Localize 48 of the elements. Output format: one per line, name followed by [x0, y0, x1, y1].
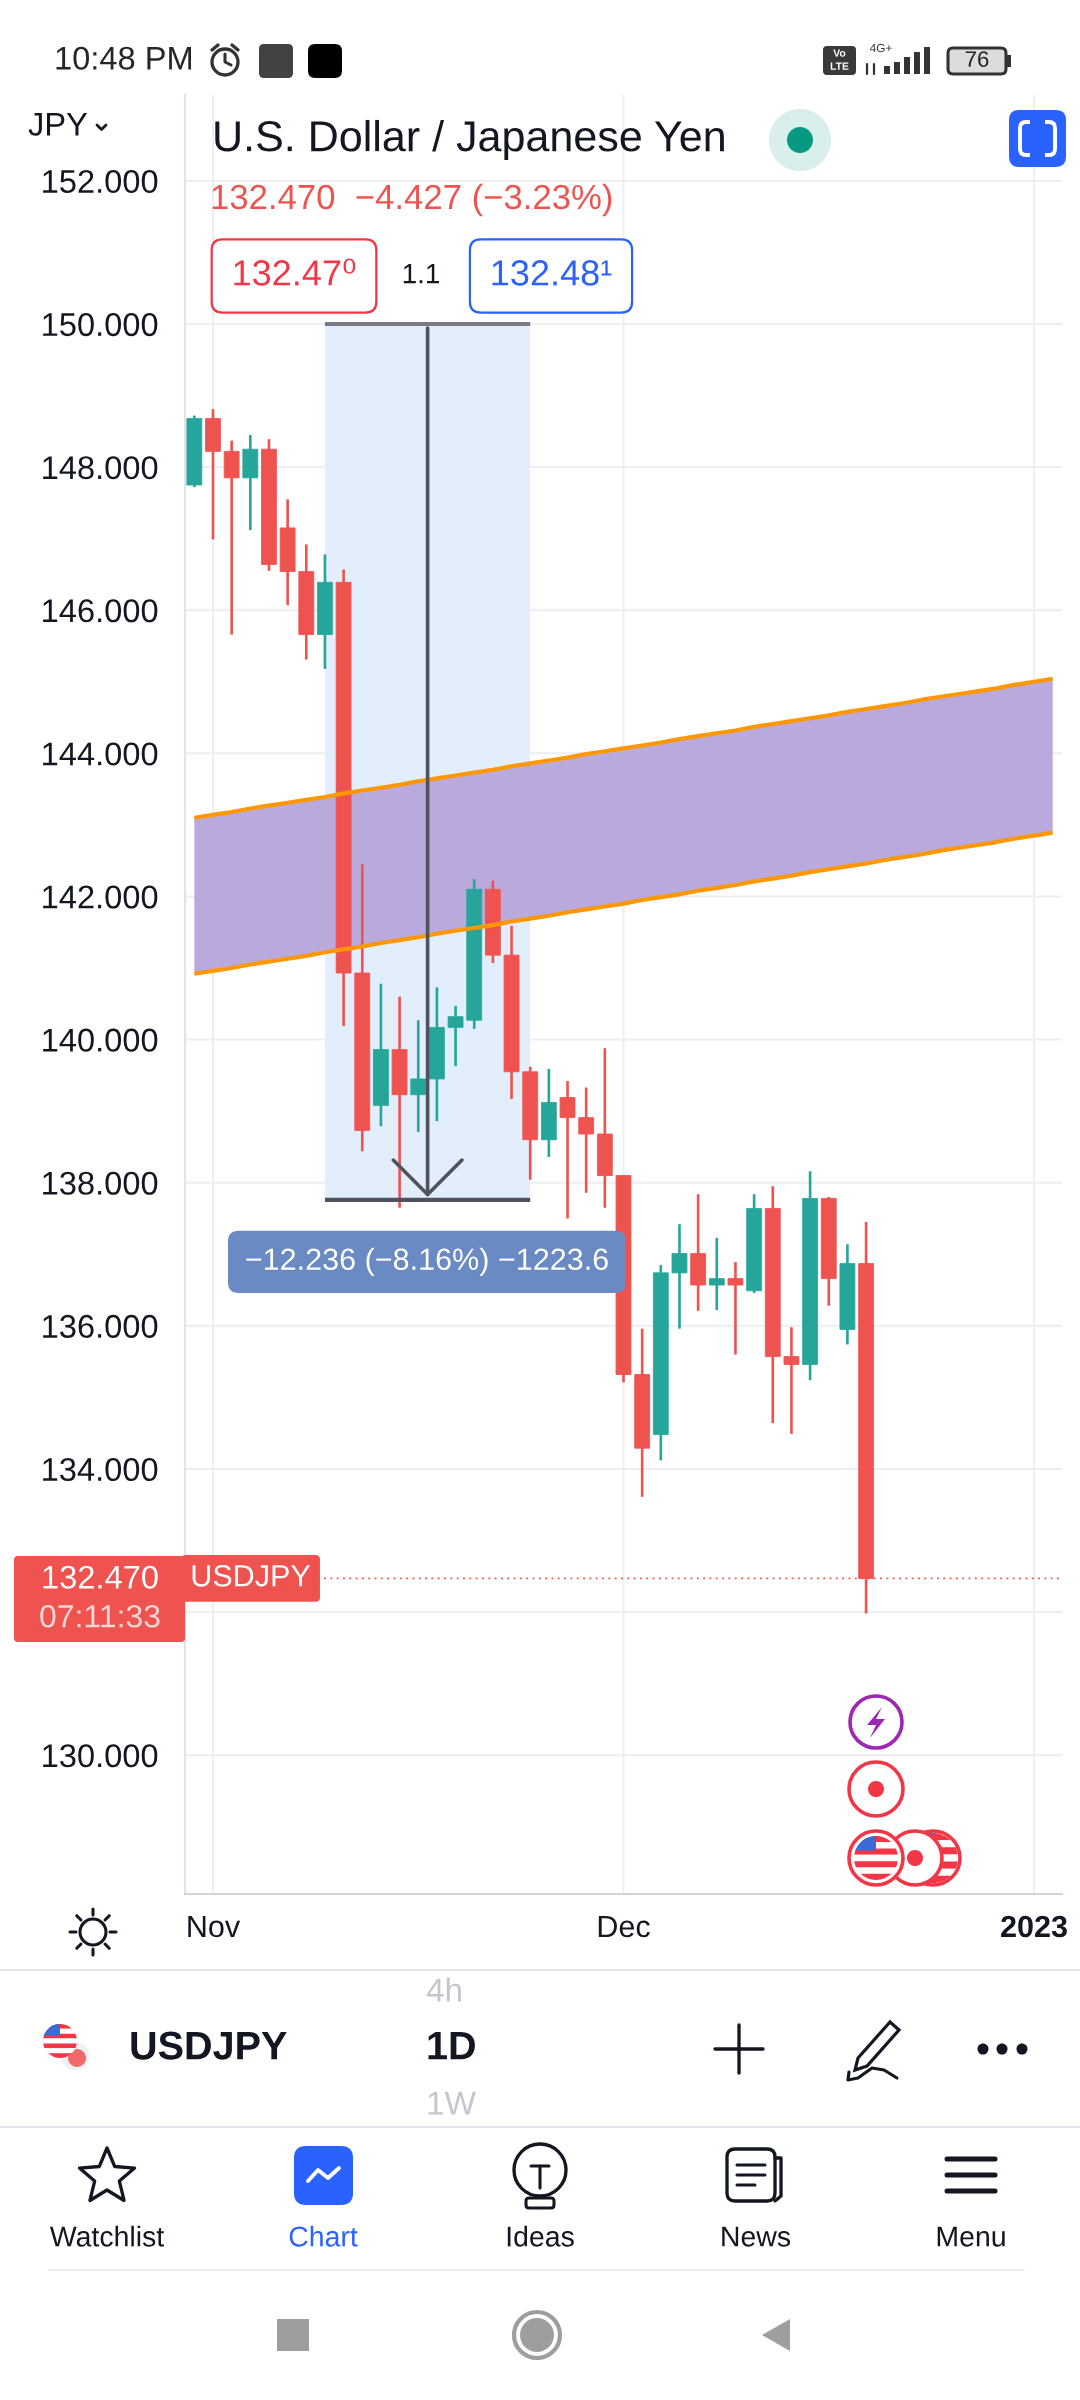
y-tick-label: 134.000 — [43, 1457, 158, 1482]
text: 10:48 PM — [56, 46, 192, 70]
y-tick-label: 144.000 — [43, 742, 158, 766]
candlestick — [447, 1004, 464, 1068]
text: 1W — [428, 2091, 476, 2115]
text: Menu — [937, 2226, 1005, 2247]
text: USDJPY — [131, 2031, 287, 2060]
candlestick — [578, 1086, 595, 1195]
text: 132.470 — [43, 1565, 158, 1589]
y-tick-label: 146.000 — [43, 599, 158, 623]
x-tick-label: 2023 — [1001, 1915, 1067, 1938]
candlestick — [783, 1325, 800, 1436]
y-tick-label: 138.000 — [43, 1171, 158, 1195]
text: Vo — [833, 49, 846, 57]
annotation: 132.47⁰ — [234, 258, 356, 286]
text: LTE — [830, 62, 849, 70]
y-tick-label: 140.000 — [43, 1028, 158, 1052]
text: 76 — [965, 51, 989, 67]
x-tick-label: Nov — [188, 1915, 241, 1938]
y-tick-label: 136.000 — [43, 1314, 158, 1338]
candlestick — [410, 1018, 427, 1134]
candlestick — [708, 1236, 725, 1312]
annotation: 132.48¹ — [492, 260, 612, 286]
line-series — [192, 830, 1055, 976]
text: 132.470 −4.427 (−3.23%) — [212, 183, 612, 217]
annotation: −12.236 (−8.16%) −1223.6 — [246, 1247, 608, 1277]
text: 4G+ — [869, 43, 892, 53]
y-tick-label: 152.000 — [43, 169, 158, 194]
y-tick-label: 142.000 — [43, 885, 158, 909]
text: JPY — [28, 112, 88, 136]
y-tick-label: 150.000 — [43, 313, 158, 337]
line-series — [192, 676, 1055, 820]
x-tick-label: Dec — [598, 1915, 650, 1938]
annotation: 1.1 — [403, 264, 439, 284]
y-tick-label: 130.000 — [43, 1744, 158, 1768]
text: News — [722, 2226, 791, 2247]
ref-line-label: USDJPY — [192, 1564, 311, 1587]
text: 4h — [426, 1977, 461, 2002]
candlestick — [727, 1260, 744, 1356]
text: Chart — [289, 2225, 358, 2247]
text: Ideas — [507, 2225, 574, 2247]
y-tick-label: 148.000 — [43, 456, 158, 480]
candlestick — [671, 1222, 688, 1330]
text: Watchlist — [49, 2225, 164, 2247]
text: U.S. Dollar / Japanese Yen — [215, 119, 724, 161]
text: 07:11:33 — [40, 1604, 160, 1628]
text: 1D — [428, 2032, 475, 2060]
candlestick — [559, 1079, 576, 1220]
